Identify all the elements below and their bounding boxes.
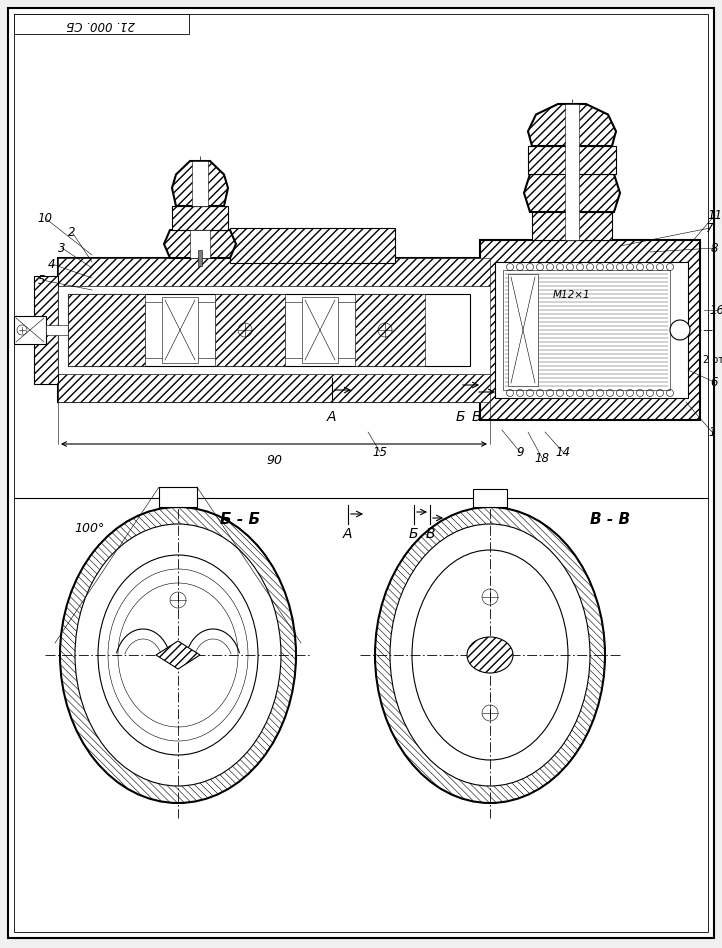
Text: 15: 15 bbox=[373, 446, 388, 459]
Bar bbox=[145, 302, 215, 358]
Text: 7: 7 bbox=[706, 222, 714, 234]
Text: 1: 1 bbox=[708, 426, 716, 439]
Bar bbox=[68, 294, 145, 366]
Bar bbox=[480, 240, 700, 420]
Bar bbox=[230, 228, 395, 263]
Text: 11: 11 bbox=[708, 209, 722, 222]
Text: 16: 16 bbox=[710, 303, 722, 317]
Bar bbox=[68, 294, 470, 366]
Bar bbox=[172, 206, 228, 230]
Bar bbox=[198, 250, 202, 266]
Bar bbox=[565, 104, 579, 240]
Bar bbox=[532, 212, 612, 240]
Bar bbox=[302, 297, 338, 363]
Text: 10: 10 bbox=[38, 211, 53, 225]
Polygon shape bbox=[528, 104, 616, 146]
Bar bbox=[58, 374, 490, 402]
Text: 8: 8 bbox=[710, 242, 718, 254]
Text: 6: 6 bbox=[710, 375, 718, 389]
Text: 4: 4 bbox=[48, 258, 56, 270]
Text: 5: 5 bbox=[38, 274, 45, 286]
Text: 2: 2 bbox=[69, 226, 76, 239]
Text: 2 отв.: 2 отв. bbox=[703, 355, 722, 365]
Polygon shape bbox=[164, 230, 236, 258]
Text: Б: Б bbox=[456, 410, 465, 424]
Text: 18: 18 bbox=[534, 451, 549, 465]
Text: 14: 14 bbox=[555, 446, 570, 459]
Text: А: А bbox=[326, 410, 336, 424]
Bar bbox=[508, 274, 538, 386]
Bar bbox=[162, 297, 198, 363]
Text: Б: Б bbox=[408, 527, 418, 541]
Ellipse shape bbox=[467, 637, 513, 673]
Text: 100°: 100° bbox=[75, 522, 105, 535]
Bar bbox=[58, 286, 490, 374]
Bar bbox=[285, 302, 355, 358]
Text: 3: 3 bbox=[58, 242, 66, 254]
Bar bbox=[355, 294, 425, 366]
Bar bbox=[14, 14, 189, 34]
Bar bbox=[215, 294, 285, 366]
Text: В: В bbox=[471, 410, 481, 424]
Bar bbox=[14, 316, 46, 344]
Circle shape bbox=[17, 325, 27, 335]
Bar bbox=[528, 146, 616, 174]
Text: В: В bbox=[425, 527, 435, 541]
Text: В - В: В - В bbox=[590, 512, 630, 527]
Bar bbox=[58, 258, 490, 402]
Text: А: А bbox=[342, 527, 352, 541]
Bar bbox=[190, 230, 210, 258]
Bar bbox=[34, 276, 58, 384]
Bar bbox=[503, 270, 670, 390]
Text: Б - Б: Б - Б bbox=[220, 512, 260, 527]
Text: 9: 9 bbox=[516, 446, 523, 459]
Polygon shape bbox=[156, 641, 200, 669]
Bar bbox=[159, 487, 197, 507]
Bar bbox=[473, 489, 507, 507]
Polygon shape bbox=[172, 161, 228, 206]
Bar bbox=[46, 325, 68, 335]
Circle shape bbox=[670, 320, 690, 340]
Text: 90: 90 bbox=[266, 454, 282, 467]
Text: М12×1: М12×1 bbox=[553, 290, 591, 300]
Bar bbox=[192, 161, 208, 206]
Text: 21. 000. СБ: 21. 000. СБ bbox=[66, 17, 136, 30]
Bar bbox=[58, 258, 490, 286]
Polygon shape bbox=[524, 174, 620, 212]
Bar bbox=[495, 262, 688, 398]
